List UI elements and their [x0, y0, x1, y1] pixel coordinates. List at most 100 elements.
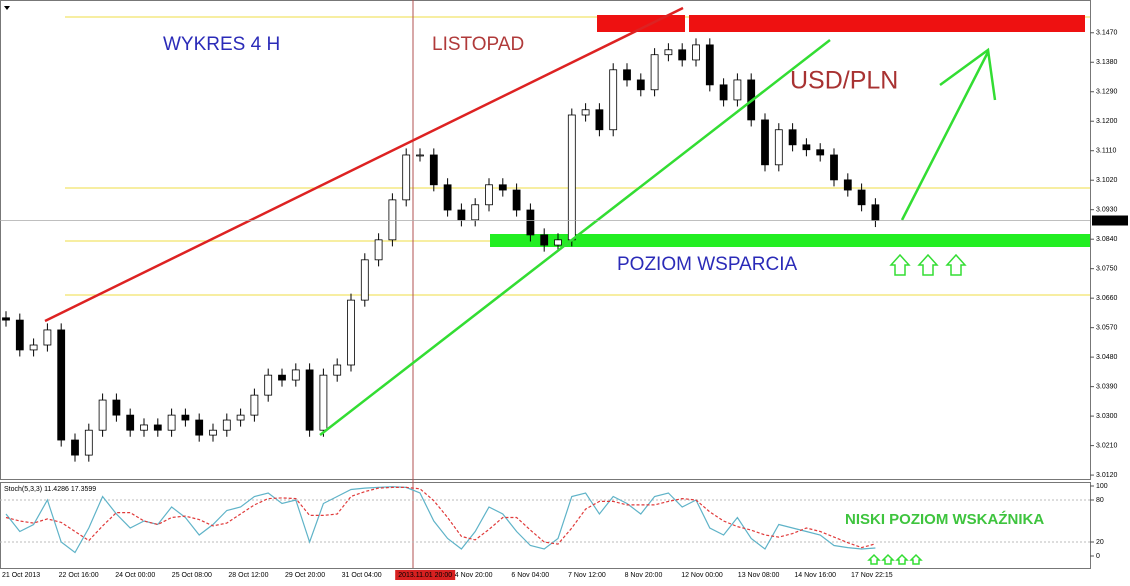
indicator-name: Stoch(5,3,3) — [4, 486, 42, 493]
y-tick-label: 3.0840 — [1096, 236, 1118, 243]
candle-body — [250, 394, 259, 416]
candle-body — [567, 114, 576, 241]
y-tick-label: 3.1290 — [1096, 89, 1118, 96]
indicator-panel — [0, 482, 1091, 569]
candle-body — [443, 184, 452, 211]
candle-body — [15, 319, 24, 351]
candle-body — [512, 189, 521, 211]
x-tick-label: 29 Oct 20:00 — [285, 572, 325, 579]
arrow-icon — [889, 253, 911, 276]
candle-body — [291, 369, 300, 381]
x-tick-label: 13 Nov 08:00 — [738, 572, 780, 579]
indicator-value: 11.4286 — [44, 486, 69, 493]
candle-body — [264, 374, 273, 396]
indicator-line — [5, 486, 876, 549]
y-tick-label: 3.0480 — [1096, 354, 1118, 361]
resistance-zone — [689, 15, 1085, 32]
candle-body — [319, 374, 328, 431]
candle-body — [802, 144, 811, 151]
candle-body — [719, 84, 728, 101]
x-tick-label: 14 Nov 16:00 — [794, 572, 836, 579]
arrow-icon — [909, 553, 923, 565]
candle-body — [429, 154, 438, 186]
annotation: POZIOM WSPARCIA — [617, 254, 797, 275]
y-tick-label: 3.1470 — [1096, 30, 1118, 37]
x-tick-label: 24 Oct 00:00 — [115, 572, 155, 579]
y-tick-label: 3.1200 — [1096, 118, 1118, 125]
x-tick-label: 25 Oct 08:00 — [172, 572, 212, 579]
cursor-label-bg — [395, 570, 456, 580]
candle-body — [153, 424, 162, 431]
y-tick-label: 3.1110 — [1096, 148, 1116, 155]
x-tick-label: 2013.11.01 20:00 — [398, 572, 452, 579]
candle-body — [2, 317, 10, 321]
annotation: LISTOPAD — [432, 34, 524, 55]
x-tick-label: 28 Oct 12:00 — [228, 572, 268, 579]
candle-body — [636, 79, 645, 91]
y-tick-label: 3.0210 — [1096, 442, 1118, 449]
candle-body — [278, 374, 286, 381]
candle-body — [650, 54, 659, 91]
candle-body — [360, 259, 369, 301]
candle-body — [29, 344, 38, 351]
candle-body — [678, 49, 687, 61]
candle-body — [84, 429, 93, 456]
candle-body — [595, 109, 604, 131]
annotation: WYKRES 4 H — [163, 34, 280, 55]
candle-body — [209, 429, 217, 436]
candle-body — [816, 149, 825, 156]
candle-body — [71, 439, 79, 456]
candle-body — [347, 299, 355, 366]
price-label: 3.0897 — [1095, 217, 1117, 224]
price-label-bg — [1092, 215, 1128, 226]
x-tick-label: 8 Nov 20:00 — [625, 572, 663, 579]
candle-body — [692, 44, 700, 61]
y-tick-label: 3.0750 — [1096, 266, 1118, 273]
candle-body — [140, 424, 148, 431]
candle-body — [705, 44, 714, 86]
candle-body — [112, 399, 121, 416]
indicator-value: 17.3599 — [71, 486, 96, 493]
y-tick-label: 80 — [1096, 497, 1104, 504]
candle-body — [857, 189, 866, 206]
x-tick-label: 17 Nov 22:15 — [851, 572, 893, 579]
candle-body — [733, 79, 742, 101]
x-tick-label: 21 Oct 2013 — [2, 572, 40, 579]
candle-body — [830, 154, 838, 181]
trend-line — [319, 39, 831, 436]
candle-body — [664, 49, 673, 56]
arrow-icon — [867, 553, 881, 565]
main-panel — [0, 0, 1091, 480]
x-tick-label: 31 Oct 04:00 — [342, 572, 382, 579]
y-tick-label: 0 — [1096, 553, 1100, 560]
candle-body — [98, 399, 107, 431]
y-tick-label: 3.0660 — [1096, 295, 1118, 302]
x-tick-label: 6 Nov 04:00 — [511, 572, 549, 579]
candle-body — [333, 364, 342, 376]
y-tick-label: 100 — [1096, 483, 1108, 490]
candles — [2, 38, 880, 462]
arrow-icon — [917, 253, 939, 276]
arrow-icon — [895, 553, 909, 565]
candle-body — [57, 329, 66, 441]
x-tick-label: 12 Nov 00:00 — [681, 572, 723, 579]
candle-body — [788, 129, 797, 146]
y-tick-label: 3.0300 — [1096, 413, 1118, 420]
support-zone — [490, 234, 1090, 247]
candle-body — [540, 234, 549, 246]
y-tick-label: 3.0930 — [1096, 207, 1118, 214]
candle-body — [774, 129, 783, 166]
x-tick-label: 4 Nov 20:00 — [455, 572, 493, 579]
y-tick-label: 3.0120 — [1096, 472, 1118, 479]
candle-body — [498, 184, 507, 191]
trend-line — [44, 6, 684, 323]
candle-body — [623, 69, 631, 81]
candle-body — [402, 154, 411, 201]
y-tick-label: 3.1020 — [1096, 177, 1118, 184]
candle-body — [222, 419, 231, 431]
arrow-icon — [945, 253, 967, 276]
candle-body — [761, 119, 769, 166]
y-tick-label: 20 — [1096, 539, 1104, 546]
